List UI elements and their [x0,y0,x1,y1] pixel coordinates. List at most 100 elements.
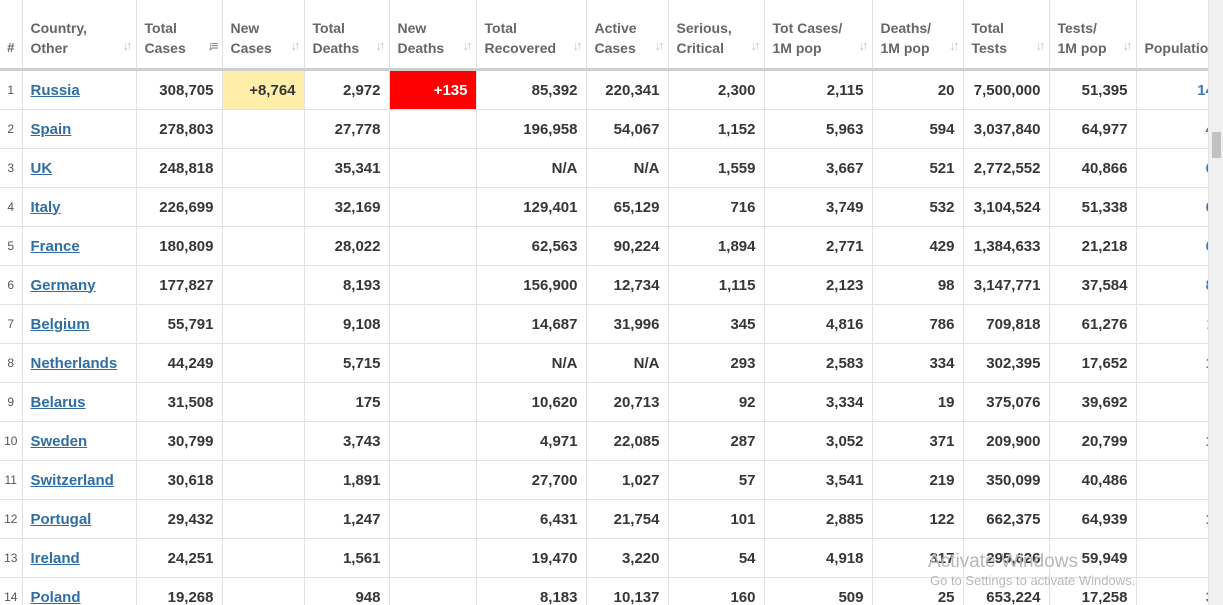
sort-arrows-icon[interactable]: ↓↑ [290,38,301,53]
total-deaths-cell: 3,743 [304,421,390,461]
population-cell: 83,753 [1136,265,1208,305]
sort-arrows-icon[interactable]: ↓↑ [122,38,133,53]
active-cases-cell: 20,713 [586,382,669,422]
country-link[interactable]: Sweden [30,432,88,450]
deaths-per-1m-cell: 122 [872,499,964,539]
deaths-per-1m-cell: 532 [872,187,964,227]
sort-arrows-icon[interactable]: ↓↑ [858,38,869,53]
table-row: 1 Russia 308,705 +8,764 2,972 +135 85,392 220,3… [0,69,1208,110]
sort-arrows-icon[interactable]: ↓↑ [1035,38,1046,53]
country-link[interactable]: Portugal [30,510,92,528]
serious-critical-cell: 57 [668,460,765,500]
cases-per-1m-cell: 2,115 [764,69,873,110]
country-link[interactable]: Italy [30,198,61,216]
sort-arrows-icon[interactable]: ↓↑ [375,38,386,53]
col-header-active-cases[interactable]: Active Cases ↓↑ [586,0,669,71]
col-header-new-deaths[interactable]: New Deaths ↓↑ [389,0,477,71]
country-link[interactable]: Poland [30,588,81,605]
cases-per-1m-cell: 2,123 [764,265,873,305]
country-link[interactable]: Netherlands [30,354,118,372]
active-cases-cell: 21,754 [586,499,669,539]
rank-cell: 8 [0,343,23,383]
population-cell: 9,449 [1136,382,1208,422]
population-cell: 8,647 [1136,460,1208,500]
table-row: 10 Sweden 30,799 3,743 4,971 22,085 287 3,052 37… [0,421,1208,461]
sort-arrows-icon[interactable]: ↓↑ [1122,38,1133,53]
table-row: 4 Italy 226,699 32,169 129,401 65,129 716 3,749… [0,187,1208,227]
rank-cell: 6 [0,265,23,305]
tests-per-1m-cell: 51,338 [1049,187,1137,227]
total-tests-cell: 662,375 [963,499,1050,539]
deaths-per-1m-cell: 334 [872,343,964,383]
total-deaths-cell: 32,169 [304,187,390,227]
new-deaths-cell [389,148,477,188]
country-link[interactable]: Spain [30,120,72,138]
col-header-new-cases[interactable]: New Cases ↓↑ [222,0,305,71]
sort-arrows-icon[interactable]: ↓↑ [462,38,473,53]
serious-critical-cell: 287 [668,421,765,461]
col-header-population[interactable]: Population [1136,0,1208,71]
deaths-per-1m-cell: 786 [872,304,964,344]
col-header-rank[interactable]: # [0,0,23,71]
col-header-total-cases[interactable]: Total Cases ↓≡ [136,0,223,71]
new-deaths-cell [389,304,477,344]
rank-cell: 10 [0,421,23,461]
country-link[interactable]: Belarus [30,393,86,411]
sort-arrows-icon[interactable]: ↓↑ [949,38,960,53]
tests-per-1m-cell: 64,977 [1049,109,1137,149]
tests-per-1m-cell: 64,939 [1049,499,1137,539]
country-link[interactable]: Belgium [30,315,90,333]
total-deaths-cell: 9,108 [304,304,390,344]
total-recovered-cell: 6,431 [476,499,587,539]
cases-per-1m-cell: 4,816 [764,304,873,344]
country-cell: Ireland [22,538,137,578]
country-link[interactable]: France [30,237,80,255]
new-deaths-cell [389,460,477,500]
new-deaths-cell [389,343,477,383]
total-tests-cell: 375,076 [963,382,1050,422]
deaths-per-1m-cell: 219 [872,460,964,500]
col-header-serious-critical[interactable]: Serious, Critical ↓↑ [668,0,765,71]
table-body: 1 Russia 308,705 +8,764 2,972 +135 85,392 220,3… [0,69,1208,605]
new-deaths-cell [389,499,477,539]
col-header-country[interactable]: Country, Other ↓↑ [22,0,137,71]
country-link[interactable]: Russia [30,81,80,99]
total-tests-cell: 3,104,524 [963,187,1050,227]
serious-critical-cell: 1,115 [668,265,765,305]
total-cases-cell: 24,251 [136,538,223,578]
total-cases-cell: 180,809 [136,226,223,266]
sort-desc-icon[interactable]: ↓≡ [207,38,218,53]
col-header-tests-per-1m[interactable]: Tests/1M pop ↓↑ [1049,0,1137,71]
table-row: 3 UK 248,818 35,341 N/A N/A 1,559 3,667 521 2,772… [0,148,1208,188]
sort-arrows-icon[interactable]: ↓↑ [654,38,665,53]
total-cases-cell: 278,803 [136,109,223,149]
sort-arrows-icon[interactable]: ↓↑ [572,38,583,53]
new-cases-cell [222,226,305,266]
total-tests-cell: 653,224 [963,577,1050,605]
scrollbar-thumb[interactable] [1212,132,1221,158]
country-cell: Portugal [22,499,137,539]
country-link[interactable]: Switzerland [30,471,114,489]
country-cell: Russia [22,69,137,110]
active-cases-cell: 12,734 [586,265,669,305]
country-link[interactable]: Ireland [30,549,80,567]
total-recovered-cell: 85,392 [476,69,587,110]
vertical-scrollbar[interactable] [1208,0,1223,605]
country-link[interactable]: UK [30,159,53,177]
serious-critical-cell: 345 [668,304,765,344]
total-deaths-cell: 948 [304,577,390,605]
sort-arrows-icon[interactable]: ↓↑ [750,38,761,53]
new-cases-cell [222,304,305,344]
total-deaths-cell: 175 [304,382,390,422]
total-cases-cell: 19,268 [136,577,223,605]
table-row: 2 Spain 278,803 27,778 196,958 54,067 1,152 5,9… [0,109,1208,149]
col-header-total-tests[interactable]: Total Tests ↓↑ [963,0,1050,71]
total-tests-cell: 350,099 [963,460,1050,500]
country-link[interactable]: Germany [30,276,96,294]
col-header-deaths-per-1m[interactable]: Deaths/1M pop ↓↑ [872,0,964,71]
col-header-cases-per-1m[interactable]: Tot Cases/1M pop ↓↑ [764,0,873,71]
tests-per-1m-cell: 61,276 [1049,304,1137,344]
col-header-total-recovered[interactable]: Total Recovered ↓↑ [476,0,587,71]
col-header-total-deaths[interactable]: Total Deaths ↓↑ [304,0,390,71]
deaths-per-1m-cell: 98 [872,265,964,305]
